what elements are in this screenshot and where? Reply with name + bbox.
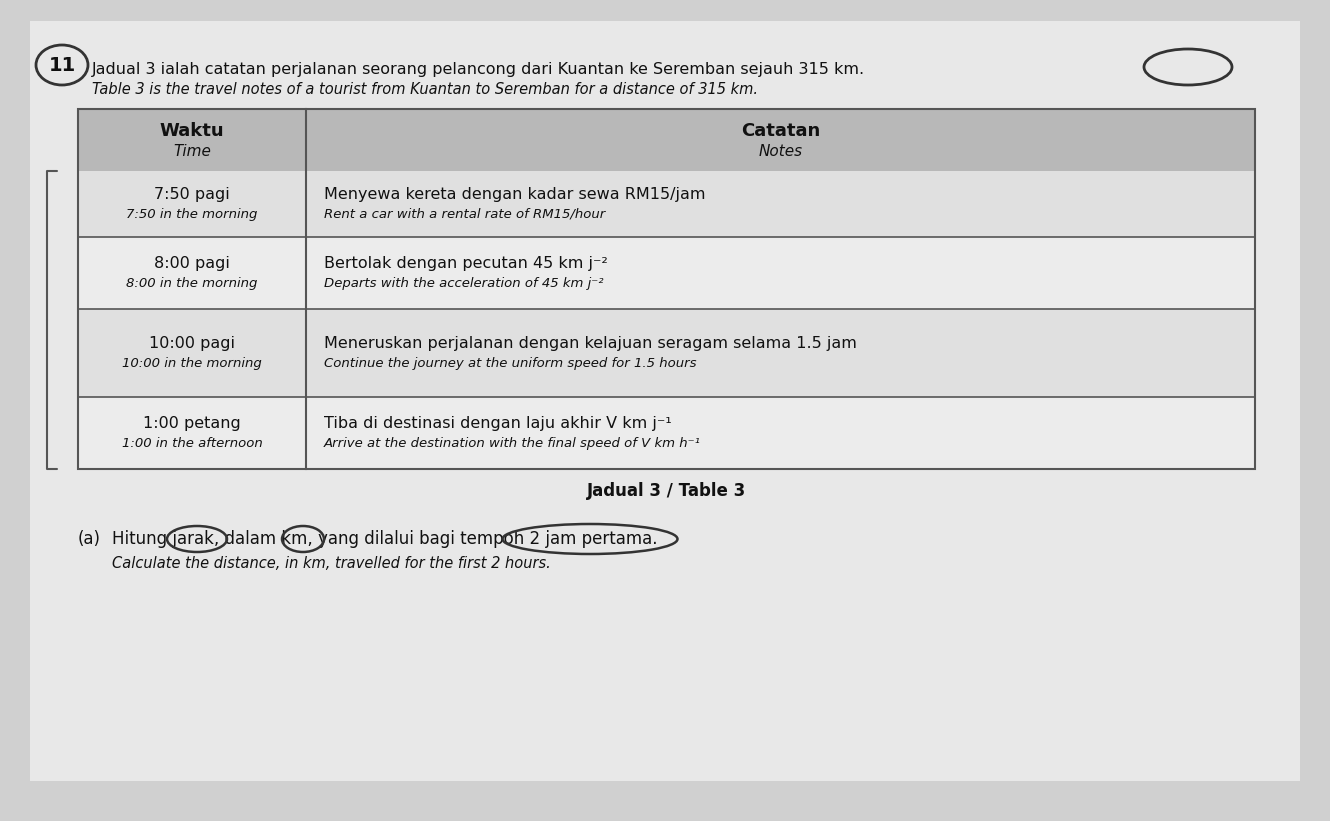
Text: (a): (a): [78, 530, 101, 548]
Text: 8:00 pagi: 8:00 pagi: [154, 255, 230, 270]
Text: Continue the journey at the uniform speed for 1.5 hours: Continue the journey at the uniform spee…: [325, 356, 697, 369]
Text: Rent a car with a rental rate of RM15/hour: Rent a car with a rental rate of RM15/ho…: [325, 208, 605, 221]
Text: 8:00 in the morning: 8:00 in the morning: [126, 277, 258, 290]
Text: Hitung jarak, dalam km, yang dilalui bagi tempoh 2 jam pertama.: Hitung jarak, dalam km, yang dilalui bag…: [112, 530, 657, 548]
Text: Table 3 is the travel notes of a tourist from Kuantan to Seremban for a distance: Table 3 is the travel notes of a tourist…: [92, 81, 758, 97]
Text: Calculate the distance, in km, travelled for the first 2 hours.: Calculate the distance, in km, travelled…: [112, 556, 551, 571]
Text: 1:00 petang: 1:00 petang: [144, 415, 241, 430]
Text: Notes: Notes: [758, 144, 802, 158]
Bar: [78, 309, 1256, 397]
Text: 1:00 in the afternoon: 1:00 in the afternoon: [121, 437, 262, 450]
Text: Bertolak dengan pecutan 45 km j⁻²: Bertolak dengan pecutan 45 km j⁻²: [325, 255, 608, 270]
Text: Tiba di destinasi dengan laju akhir V km j⁻¹: Tiba di destinasi dengan laju akhir V km…: [325, 415, 672, 430]
Bar: [78, 109, 1256, 469]
Text: 11: 11: [48, 56, 76, 75]
Bar: [78, 397, 1256, 469]
Text: 7:50 pagi: 7:50 pagi: [154, 186, 230, 201]
Text: Menyewa kereta dengan kadar sewa RM15/jam: Menyewa kereta dengan kadar sewa RM15/ja…: [325, 186, 705, 201]
Bar: [78, 237, 1256, 309]
Text: Time: Time: [173, 144, 211, 158]
Text: Jadual 3 / Table 3: Jadual 3 / Table 3: [587, 482, 746, 500]
Text: 10:00 pagi: 10:00 pagi: [149, 336, 235, 351]
Text: Arrive at the destination with the final speed of V km h⁻¹: Arrive at the destination with the final…: [325, 437, 701, 450]
Text: Jadual 3 ialah catatan perjalanan seorang pelancong dari Kuantan ke Seremban sej: Jadual 3 ialah catatan perjalanan seoran…: [92, 62, 864, 76]
Text: 10:00 in the morning: 10:00 in the morning: [122, 356, 262, 369]
Text: Waktu: Waktu: [160, 122, 225, 140]
Text: Departs with the acceleration of 45 km j⁻²: Departs with the acceleration of 45 km j…: [325, 277, 604, 290]
Text: Meneruskan perjalanan dengan kelajuan seragam selama 1.5 jam: Meneruskan perjalanan dengan kelajuan se…: [325, 336, 857, 351]
Text: Catatan: Catatan: [741, 122, 821, 140]
Bar: [78, 109, 1256, 171]
Bar: [78, 171, 1256, 237]
Text: 7:50 in the morning: 7:50 in the morning: [126, 208, 258, 221]
